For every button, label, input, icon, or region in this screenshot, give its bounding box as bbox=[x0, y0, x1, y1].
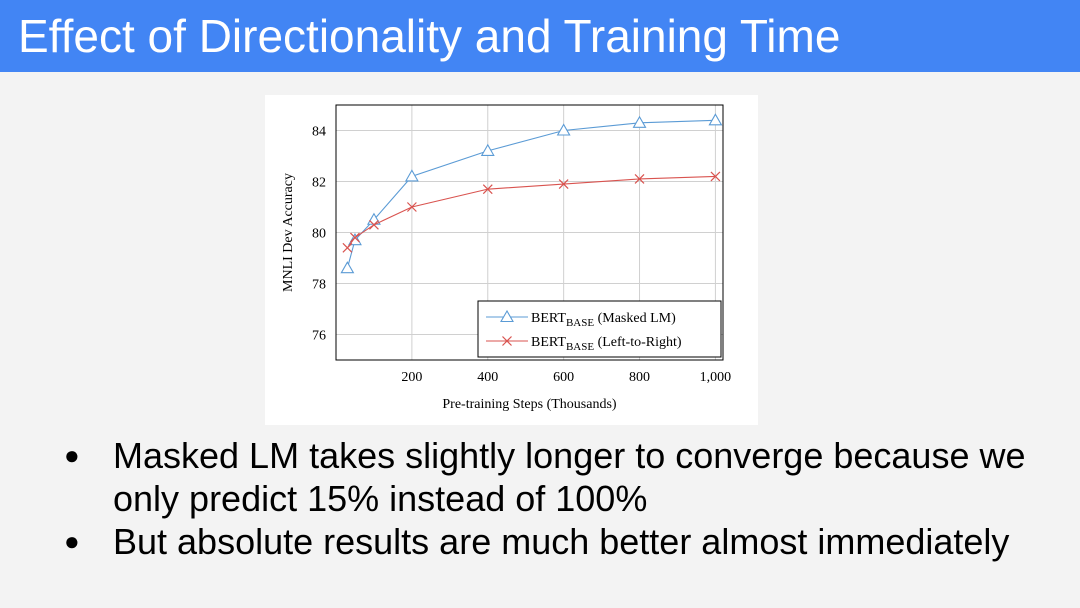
data-point bbox=[369, 219, 379, 230]
x-tick-label: 200 bbox=[401, 370, 422, 385]
x-tick-label: 800 bbox=[629, 370, 650, 385]
y-tick-label: 82 bbox=[312, 176, 326, 191]
bullet-text: But absolute results are much better alm… bbox=[113, 521, 1010, 562]
data-point bbox=[404, 169, 419, 182]
data-point-stroke bbox=[634, 174, 645, 184]
legend-name: BERT bbox=[531, 311, 566, 326]
chart-panel: 200 400 600 800 1,000 76 78 80 82 84 Pre-training … bbox=[265, 95, 758, 425]
data-point-stroke bbox=[710, 171, 721, 182]
legend-name-suffix: (Masked LM) bbox=[594, 311, 676, 326]
legend-name: BERT bbox=[531, 335, 566, 350]
bullet-dot-icon: ● bbox=[64, 440, 80, 470]
y-tick-label: 80 bbox=[312, 227, 326, 242]
legend-box bbox=[477, 300, 722, 358]
data-point bbox=[350, 232, 360, 243]
data-point bbox=[708, 113, 723, 126]
legend-label: BERTBASE (Masked LM) bbox=[531, 311, 676, 329]
data-point bbox=[340, 261, 355, 274]
y-tick-label: 76 bbox=[312, 329, 326, 344]
y-tick-label: 84 bbox=[312, 125, 326, 140]
data-point-stroke bbox=[558, 179, 569, 189]
legend-marker bbox=[502, 336, 512, 346]
bullet-dot-icon: ● bbox=[64, 526, 80, 556]
legend-marker-stroke bbox=[502, 336, 512, 346]
data-point bbox=[406, 202, 417, 212]
y-axis-label: MNLI Dev Accuracy bbox=[281, 173, 296, 292]
x-tick-label: 1,000 bbox=[700, 370, 732, 385]
data-point bbox=[342, 242, 353, 253]
legend-name-suffix: (Left-to-Right) bbox=[594, 335, 682, 350]
data-point-stroke bbox=[342, 242, 353, 253]
x-tick-label: 400 bbox=[477, 370, 498, 385]
bullet-list: ● Masked LM takes slightly longer to con… bbox=[62, 434, 1062, 563]
data-point bbox=[558, 179, 569, 189]
slide-title: Effect of Directionality and Training Ti… bbox=[18, 10, 841, 62]
bullet-item: ● But absolute results are much better a… bbox=[62, 520, 1062, 563]
legend-label: BERTBASE (Left-to-Right) bbox=[531, 335, 682, 353]
y-tick-label: 78 bbox=[312, 278, 326, 293]
bullet-text: Masked LM takes slightly longer to conve… bbox=[113, 435, 1026, 519]
line-chart: 200 400 600 800 1,000 76 78 80 82 84 Pre-training … bbox=[281, 104, 732, 412]
data-point bbox=[710, 171, 721, 182]
legend-marker bbox=[500, 309, 514, 323]
data-point bbox=[556, 123, 571, 136]
data-point-stroke bbox=[482, 184, 493, 195]
bullet-item: ● Masked LM takes slightly longer to con… bbox=[62, 434, 1062, 520]
series-line bbox=[346, 119, 716, 269]
series-line bbox=[346, 175, 716, 249]
legend-name-sub: BASE bbox=[566, 317, 594, 329]
data-point-stroke bbox=[369, 219, 379, 230]
x-axis-label: Pre-training Steps (Thousands) bbox=[442, 397, 617, 412]
plot-frame bbox=[335, 104, 724, 361]
data-point bbox=[482, 184, 493, 195]
data-point-stroke bbox=[406, 202, 417, 212]
data-point-stroke bbox=[350, 232, 360, 243]
x-tick-label: 600 bbox=[553, 370, 574, 385]
data-point bbox=[480, 143, 495, 156]
legend-name-sub: BASE bbox=[566, 341, 594, 353]
data-point bbox=[632, 115, 647, 128]
title-bar: Effect of Directionality and Training Ti… bbox=[0, 0, 1080, 72]
data-point bbox=[634, 174, 645, 184]
